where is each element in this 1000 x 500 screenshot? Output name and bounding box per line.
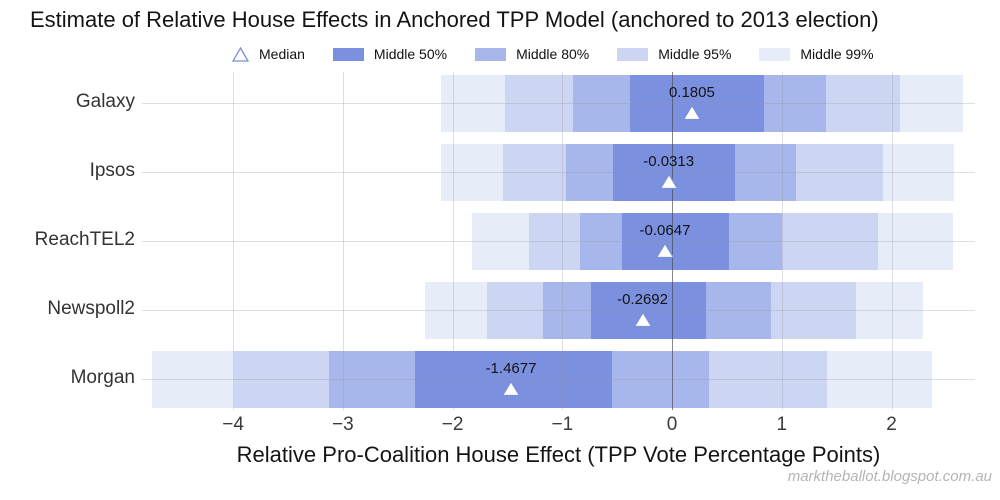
watermark-text: marktheballot.blogspot.com.au <box>787 468 992 485</box>
legend-item-middle-95: Middle 95% <box>617 46 731 62</box>
y-axis-label-newspoll2: Newspoll2 <box>47 298 135 319</box>
legend-swatch-icon <box>332 47 364 61</box>
horizontal-gridline <box>142 172 975 173</box>
median-triangle-icon <box>232 46 249 62</box>
zero-reference-line <box>672 72 674 410</box>
legend-label: Middle 99% <box>800 46 874 62</box>
legend-label: Middle 50% <box>373 46 448 62</box>
legend-label: Middle 80% <box>516 46 590 62</box>
x-tick-label: 1 <box>776 414 788 435</box>
legend-swatch-icon <box>759 47 791 61</box>
median-triangle-marker <box>658 173 679 195</box>
legend-label: Middle 95% <box>658 46 732 62</box>
x-tick-label: −1 <box>551 414 574 435</box>
horizontal-gridline <box>142 379 975 380</box>
x-tick-label: 2 <box>886 414 897 435</box>
legend-swatch-icon <box>475 47 507 61</box>
median-triangle-marker <box>632 311 653 333</box>
interval-band-middle-50 <box>630 74 765 132</box>
legend-swatch-icon <box>617 47 649 61</box>
y-axis-label-morgan: Morgan <box>70 367 135 388</box>
x-axis-title: Relative Pro-Coalition House Effect (TPP… <box>236 442 881 467</box>
median-value-label: -0.0647 <box>639 222 691 239</box>
x-tick-label: −3 <box>331 414 354 435</box>
vertical-gridline <box>233 72 235 410</box>
vertical-gridline <box>891 72 893 410</box>
median-triangle-marker <box>655 242 675 264</box>
interval-band-middle-50 <box>590 281 707 339</box>
vertical-gridline <box>452 72 454 410</box>
vertical-gridline <box>342 72 344 410</box>
interval-band-middle-50 <box>612 143 735 201</box>
median-value-label: -1.4677 <box>485 360 537 377</box>
median-triangle-marker <box>501 380 521 402</box>
horizontal-gridline <box>142 241 975 242</box>
interval-band-middle-50 <box>621 212 730 270</box>
y-axis-label-galaxy: Galaxy <box>75 91 135 112</box>
horizontal-gridline <box>142 103 975 104</box>
legend-item-middle-99: Middle 99% <box>759 46 874 62</box>
interval-band-middle-50 <box>415 350 612 408</box>
median-triangle-marker <box>682 104 702 126</box>
chart-legend: Median Middle 50% Middle 80% Middle 95% Midd… <box>232 44 874 64</box>
median-value-label: -0.0313 <box>643 153 695 170</box>
legend-item-median: Median <box>232 46 305 62</box>
median-value-label: 0.1805 <box>668 84 715 101</box>
plot-area: 0.1805 -0.0313 -0.0647 -0.2692 -1.4677 <box>142 72 975 410</box>
vertical-gridline <box>781 72 783 410</box>
x-tick-label: 0 <box>666 414 678 435</box>
y-axis-label-ipsos: Ipsos <box>89 160 135 181</box>
legend-label-median: Median <box>259 46 305 62</box>
legend-item-middle-80: Middle 80% <box>475 46 589 62</box>
legend-item-middle-50: Middle 50% <box>332 46 448 62</box>
x-tick-label: −4 <box>222 414 244 435</box>
horizontal-gridline <box>142 310 975 311</box>
vertical-gridline <box>562 72 564 410</box>
median-value-label: -0.2692 <box>617 291 668 308</box>
x-tick-label: −2 <box>441 414 464 435</box>
chart-title: Estimate of Relative House Effects in An… <box>30 7 879 32</box>
y-axis-label-reachtel2: ReachTEL2 <box>34 229 135 250</box>
